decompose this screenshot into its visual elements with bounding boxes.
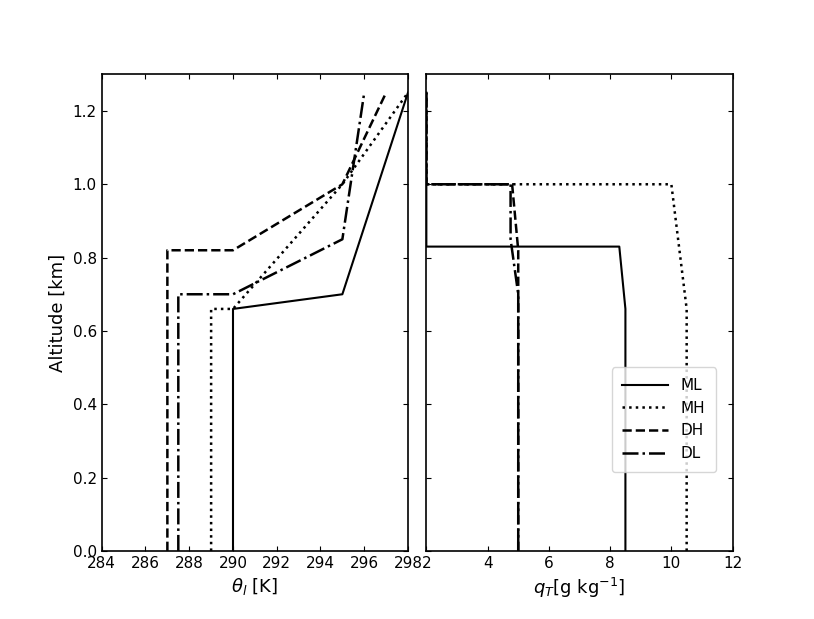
X-axis label: $\theta_l$ [K]: $\theta_l$ [K]: [231, 576, 278, 597]
X-axis label: $q_T$[g kg$^{-1}$]: $q_T$[g kg$^{-1}$]: [533, 576, 626, 600]
Y-axis label: Altitude [km]: Altitude [km]: [49, 254, 67, 371]
Legend: ML, MH, DH, DL: ML, MH, DH, DL: [611, 368, 716, 472]
